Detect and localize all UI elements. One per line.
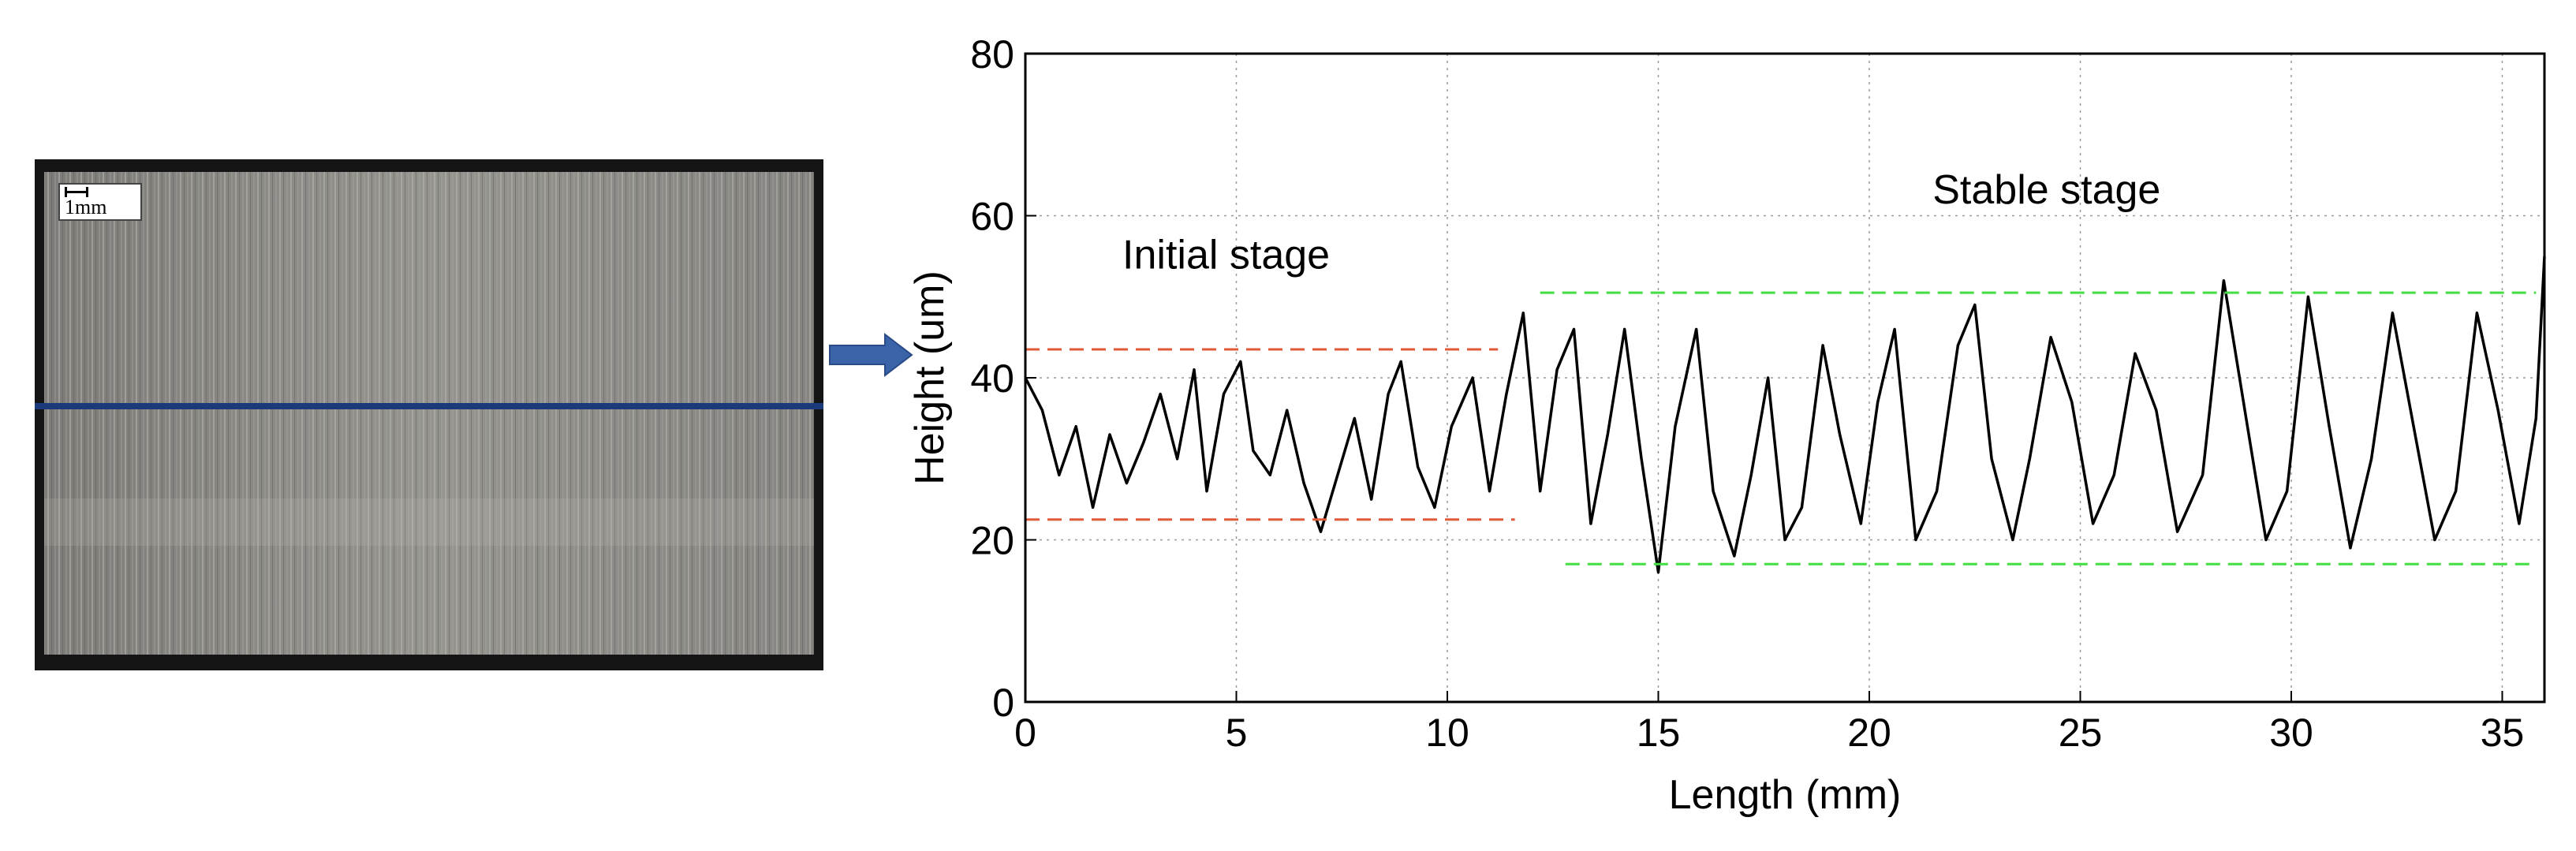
chart-annotations: Initial stage Stable stage [1122,167,2160,278]
chart-series [1024,256,2546,574]
x-tick-label-0: 0 [1014,711,1036,755]
y-tick-label-2: 40 [970,356,1014,401]
y-tick-label-4: 80 [970,32,1014,77]
annotation-0: Initial stage [1122,232,1330,278]
x-tick-label-5: 25 [2059,711,2103,755]
y-tick-label-1: 20 [970,519,1014,563]
chart-ticks: 0 5 10 15 20 25 30 35 0 20 40 60 80 [970,32,2524,755]
scale-bar-label: 1mm [65,196,107,218]
surface-band-light [44,498,814,546]
sample-surface-photo: 1mm [35,159,823,670]
annotation-1: Stable stage [1932,167,2160,213]
x-tick-label-3: 15 [1637,711,1681,755]
y-axis-label: Height (um) [907,271,953,485]
scale-bar-box: 1mm [58,183,142,221]
height-profile-line [1024,256,2546,574]
x-tick-label-7: 35 [2481,711,2525,755]
surface-striations [44,172,814,655]
y-tick-label-0: 0 [992,681,1014,725]
profile-measurement-line [35,403,823,409]
x-axis-label: Length (mm) [1669,772,1902,818]
chart-grid [1025,54,2544,702]
y-tick-label-3: 60 [970,195,1014,239]
scale-bar [65,187,88,197]
x-tick-label-4: 20 [1847,711,1891,755]
right-arrow-icon [829,332,913,378]
x-tick-label-2: 10 [1425,711,1469,755]
x-tick-label-6: 30 [2269,711,2313,755]
x-tick-label-1: 5 [1226,711,1248,755]
